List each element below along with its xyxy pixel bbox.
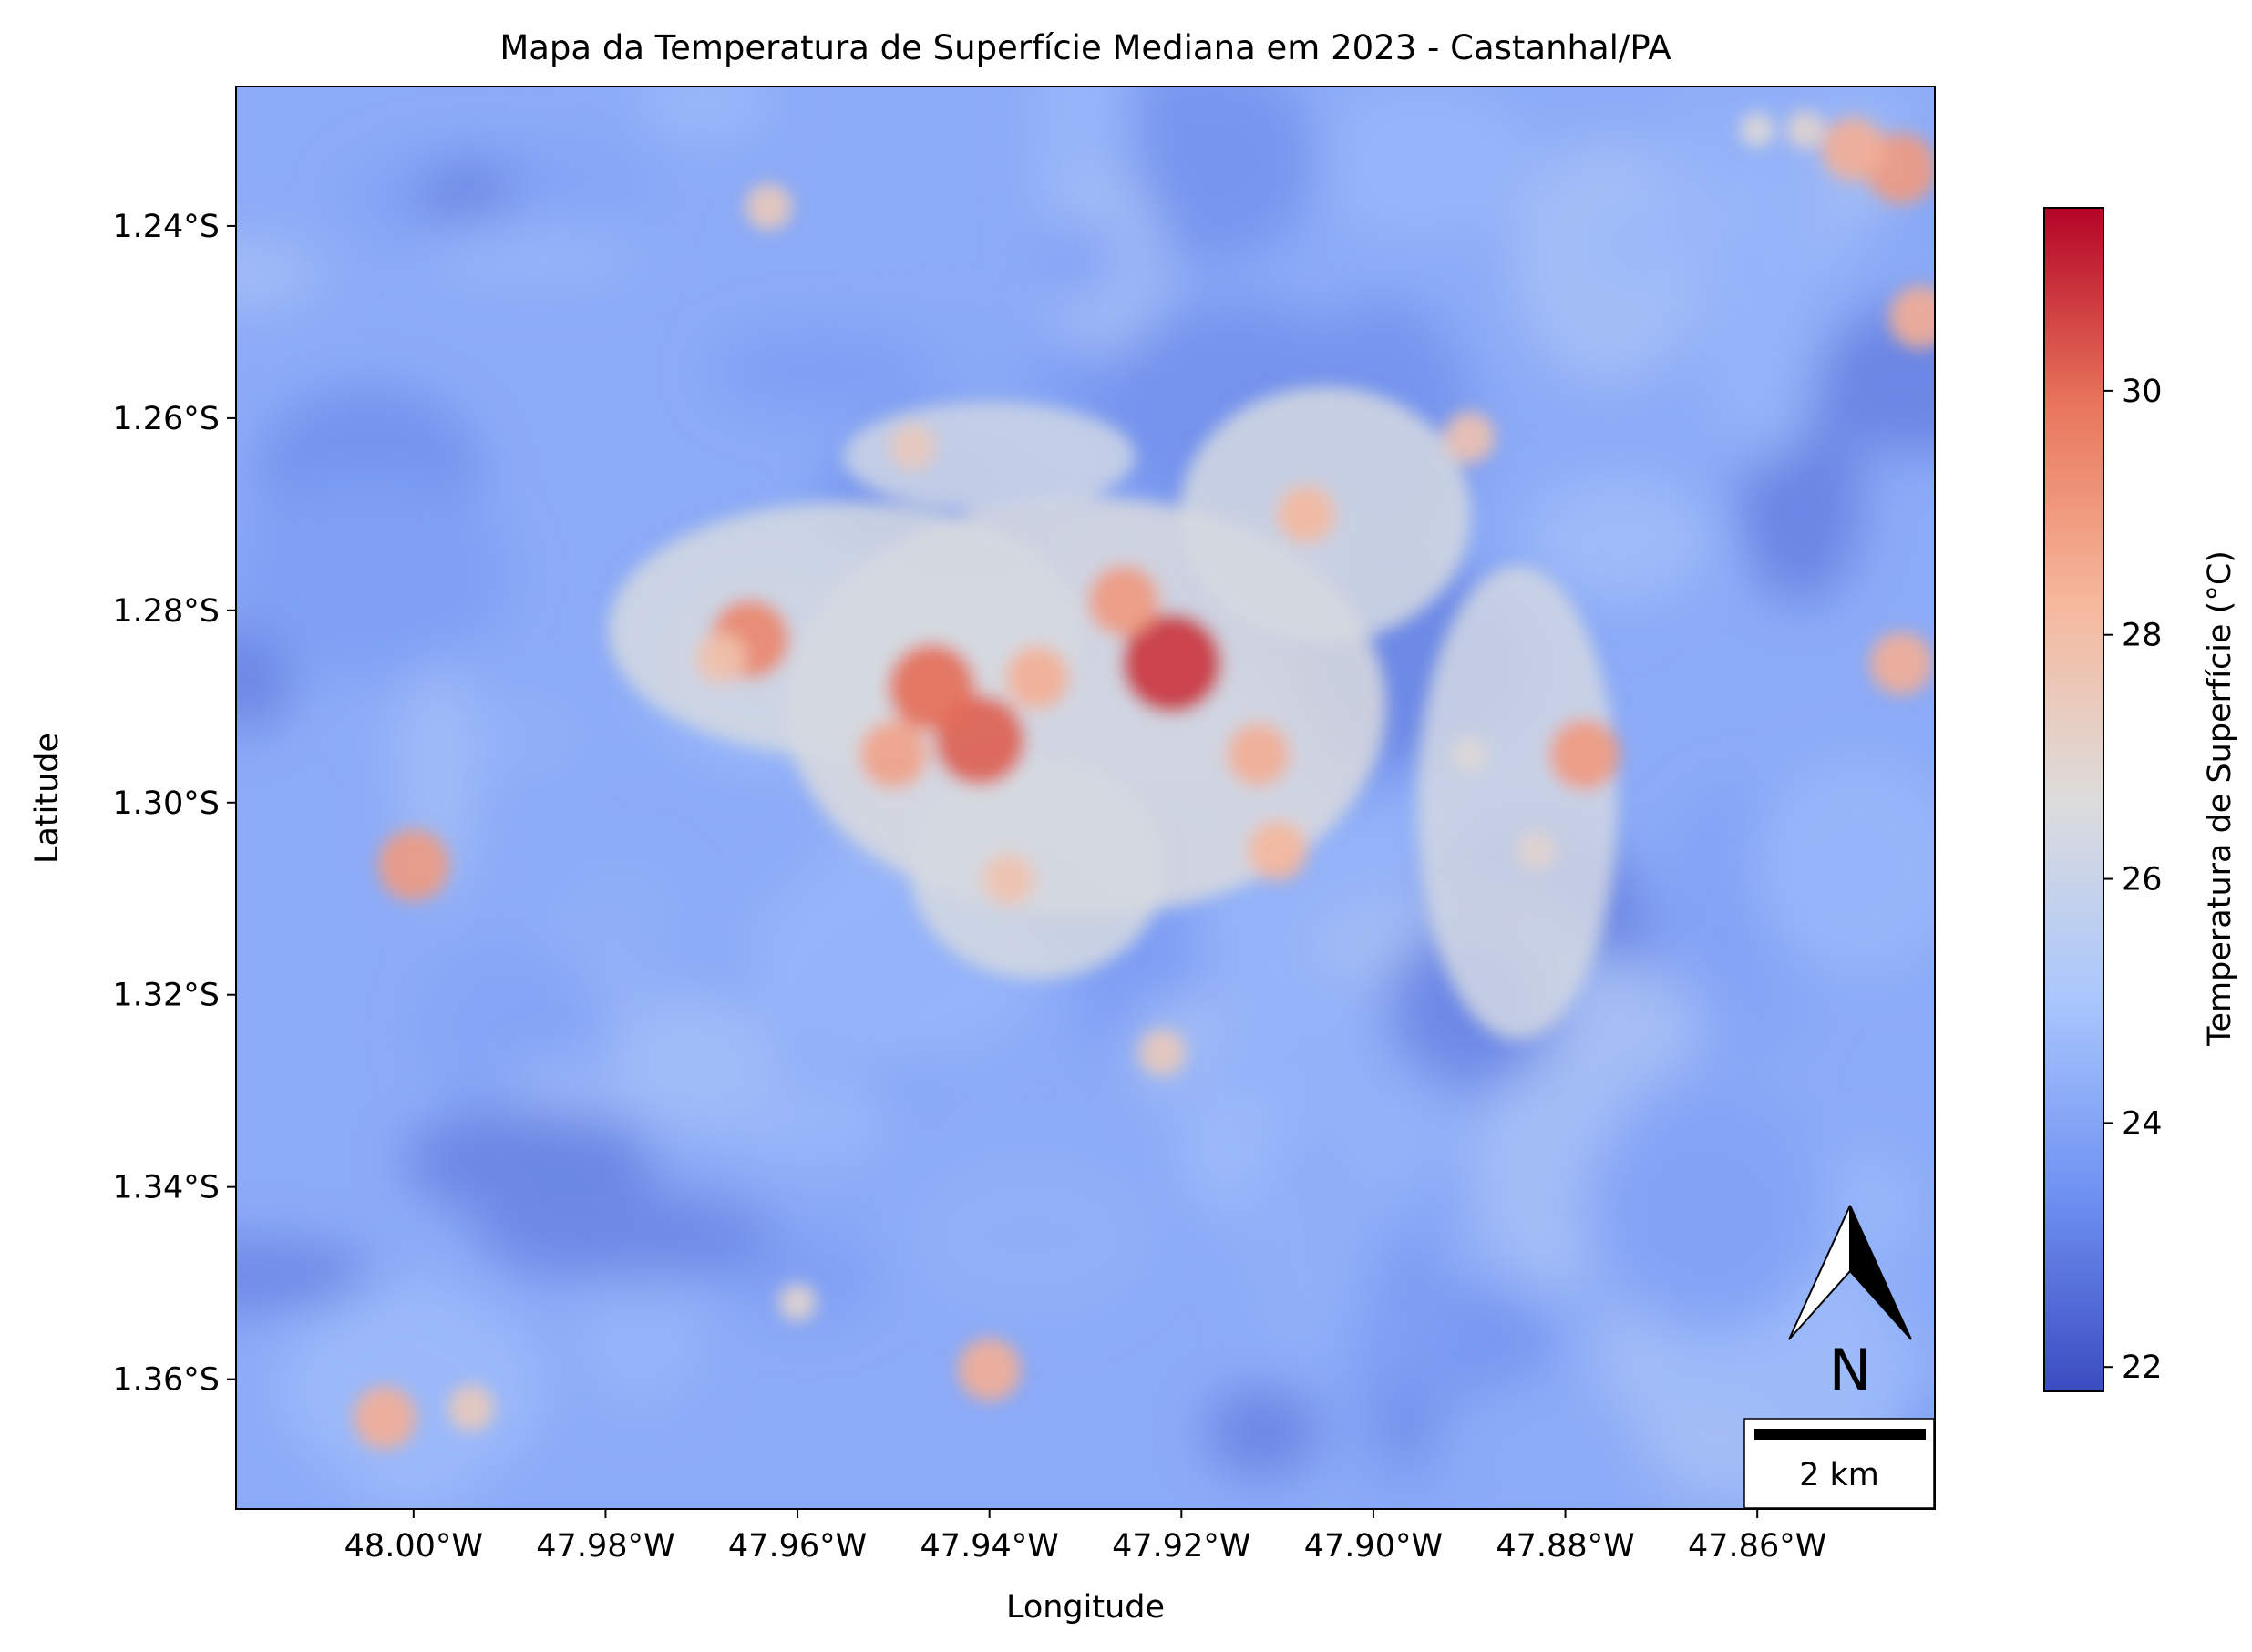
colorbar-gradient-bar <box>2043 207 2104 1392</box>
hotspot-mark <box>1517 831 1556 870</box>
x-tick-label: 47.96°W <box>728 1528 867 1565</box>
north-arrow-fill-icon <box>1849 1205 1912 1340</box>
chart-title: Mapa da Temperatura de Superfície Median… <box>499 28 1671 67</box>
scale-bar: 2 km <box>1743 1418 1935 1509</box>
hotspot-mark <box>888 643 976 732</box>
y-tick-label: 1.34°S <box>112 1170 220 1206</box>
texture-patch <box>729 1230 882 1325</box>
x-tick-label: 47.86°W <box>1688 1528 1826 1565</box>
colorbar: 22 24 26 28 30 Temperatura de Superfície (°C… <box>2043 207 2238 1392</box>
north-arrow: N <box>1788 1205 1912 1403</box>
hotspot-mark <box>745 183 792 231</box>
texture-patch <box>423 219 644 287</box>
y-tick-label: 1.36°S <box>112 1362 220 1399</box>
y-axis: 1.24°S 1.26°S 1.28°S 1.30°S 1.32°S 1.34°S 1.36… <box>112 209 236 1399</box>
texture-patch <box>236 240 323 309</box>
hotspot-mark <box>1227 723 1291 786</box>
colorbar-ticks: 22 24 26 28 30 <box>2103 374 2163 1386</box>
texture-patch <box>579 123 663 207</box>
texture-patch <box>1204 1386 1323 1478</box>
texture-patch <box>1345 1271 1446 1398</box>
texture-patch <box>576 1271 705 1411</box>
texture-patch <box>317 1279 510 1509</box>
texture-patch <box>1527 477 1710 601</box>
colorbar-label: Temperatura de Superfície (°C) <box>2202 550 2238 1047</box>
x-axis: 48.00°W 47.98°W 47.96°W 47.94°W 47.92°W 47.90… <box>344 1509 1826 1565</box>
y-axis-label: Latitude <box>29 733 66 864</box>
texture-patch <box>551 858 684 968</box>
texture-patch <box>638 87 770 141</box>
hotspot-mark <box>694 632 747 684</box>
hotspot-mark <box>1739 112 1775 148</box>
hotspot-mark <box>1548 719 1620 791</box>
warm-zone <box>910 760 1166 980</box>
x-tick-label: 47.90°W <box>1304 1528 1443 1565</box>
hotspot-mark <box>1821 118 1885 181</box>
x-axis-label: Longitude <box>1006 1589 1165 1626</box>
texture-patch <box>1700 205 1824 460</box>
x-tick-label: 47.98°W <box>536 1528 674 1565</box>
hotspot-mark <box>377 829 449 901</box>
hotspot-mark <box>1005 646 1069 710</box>
texture-patch <box>236 1238 378 1312</box>
y-tick-label: 1.24°S <box>112 209 220 245</box>
hotspot-mark <box>1888 285 1935 349</box>
texture-patch <box>908 1153 1154 1319</box>
hotspot-mark <box>1785 110 1825 149</box>
texture-patch <box>1797 1150 1920 1262</box>
colorbar-tick-label: 30 <box>2122 374 2163 410</box>
x-tick-label: 47.94°W <box>920 1528 1059 1565</box>
y-tick-label: 1.32°S <box>112 978 220 1014</box>
hotspot-mark <box>353 1386 416 1450</box>
hotspot-mark <box>447 1384 495 1431</box>
texture-patch <box>1453 1380 1640 1483</box>
texture-patch <box>1585 1088 1831 1334</box>
texture-patch <box>1032 220 1121 301</box>
texture-patch <box>1240 1120 1371 1366</box>
hotspot-mark <box>1138 1029 1186 1076</box>
hotspot-mark <box>1088 565 1160 637</box>
texture-patch <box>1304 87 1540 242</box>
hotspot-mark <box>778 1283 818 1322</box>
hotspot-mark <box>859 720 928 789</box>
x-tick-label: 47.88°W <box>1496 1528 1634 1565</box>
texture-patch <box>709 326 934 416</box>
hotspot-mark <box>889 424 936 471</box>
colorbar-tick-label: 24 <box>2122 1105 2163 1142</box>
hotspot-mark <box>1247 820 1308 881</box>
warm-zone <box>843 402 1136 512</box>
hotspot-mark <box>958 1338 1022 1401</box>
hotspot-mark <box>1444 411 1496 464</box>
hotspot-mark <box>1452 736 1487 773</box>
heatmap-plot-area[interactable] <box>99 9 2050 1620</box>
hotspot-mark <box>1869 631 1933 695</box>
y-tick-label: 1.28°S <box>112 593 220 630</box>
texture-patch <box>236 471 512 677</box>
plot-frame <box>235 86 1936 1510</box>
hotspot-mark <box>1121 612 1222 714</box>
colorbar-tick-label: 26 <box>2122 862 2163 898</box>
scale-bar-label: 2 km <box>1799 1457 1879 1493</box>
hotspot-mark <box>982 853 1034 906</box>
scale-bar-line <box>1754 1429 1926 1440</box>
texture-patch <box>417 159 517 241</box>
colorbar-tick-label: 28 <box>2122 618 2163 654</box>
colorbar-tick-label: 22 <box>2122 1349 2163 1386</box>
heat-island-layer <box>353 110 1935 1450</box>
texture-patch <box>1752 755 1935 976</box>
north-arrow-label: N <box>1829 1337 1871 1403</box>
hotspot-mark <box>1277 485 1336 544</box>
texture-patch <box>607 991 784 1135</box>
y-tick-label: 1.26°S <box>112 401 220 437</box>
texture-patch <box>403 1103 655 1218</box>
warm-zone <box>1416 565 1618 1040</box>
y-tick-label: 1.30°S <box>112 785 220 822</box>
x-tick-label: 48.00°W <box>344 1528 483 1565</box>
x-tick-label: 47.92°W <box>1112 1528 1250 1565</box>
